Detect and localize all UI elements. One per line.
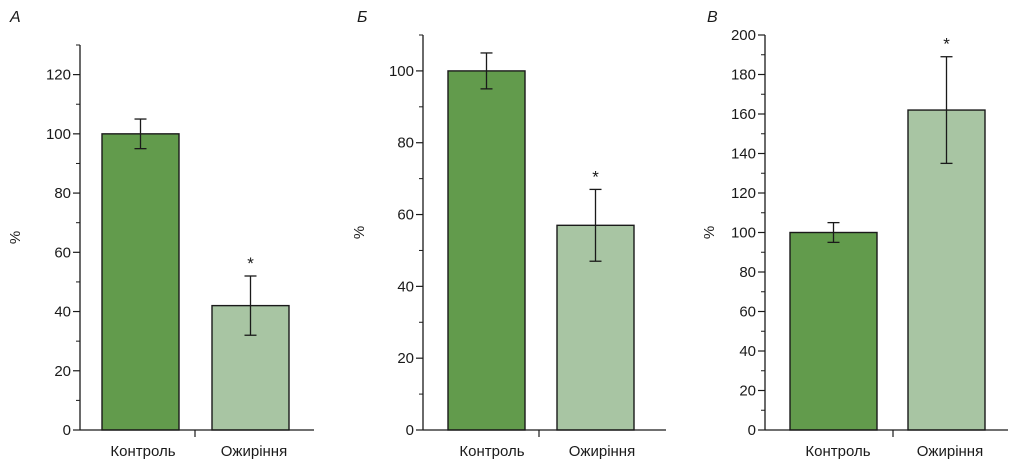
y-tick-label: 40: [397, 278, 414, 295]
y-axis-label: %: [7, 231, 24, 244]
panel-title: В: [707, 9, 718, 26]
y-tick-label: 60: [397, 207, 414, 224]
y-tick-label: 40: [54, 304, 71, 321]
y-tick-label: 140: [731, 146, 756, 163]
y-tick-label: 20: [739, 383, 756, 400]
x-category-label: Ожиріння: [917, 443, 983, 460]
y-tick-label: 80: [397, 135, 414, 152]
panel-b: Б% 0 20 40 60 80 100 Контроль * Ожиріння: [351, 9, 666, 460]
y-axis-label: %: [701, 226, 718, 239]
y-tick-label: 20: [397, 350, 414, 367]
bar-control: [447, 70, 526, 431]
y-tick-label: 0: [63, 422, 71, 439]
y-tick-label: 40: [739, 343, 756, 360]
panel-a: А% 0 20 40 60 80 100 120 Контроль * Ожиріння: [7, 9, 314, 460]
x-category-label: Контроль: [110, 443, 175, 460]
y-tick-label: 100: [46, 126, 71, 143]
panel-title: Б: [357, 9, 367, 26]
y-tick-label: 20: [54, 363, 71, 380]
y-tick-label: 100: [389, 63, 414, 80]
y-tick-label: 80: [739, 264, 756, 281]
y-tick-label: 0: [748, 422, 756, 439]
y-tick-label: 80: [54, 185, 71, 202]
y-tick-label: 120: [731, 185, 756, 202]
y-axis-label: %: [351, 226, 368, 239]
x-category-label: Контроль: [805, 443, 870, 460]
y-tick-label: 120: [46, 67, 71, 84]
significance-marker: *: [592, 167, 599, 186]
bar-control: [789, 231, 878, 431]
y-tick-label: 60: [739, 304, 756, 321]
panel-c: В% 0 20 40 60 80 100 120 140 160 180 200 Контроль * Ож…: [701, 9, 1008, 460]
x-category-label: Контроль: [459, 443, 524, 460]
y-tick-label: 60: [54, 244, 71, 261]
y-tick-label: 180: [731, 67, 756, 84]
significance-marker: *: [247, 254, 254, 273]
panel-title: А: [9, 9, 21, 26]
y-tick-label: 0: [406, 422, 414, 439]
y-tick-label: 160: [731, 106, 756, 123]
bar-control: [101, 133, 180, 431]
significance-marker: *: [943, 35, 950, 54]
y-tick-label: 100: [731, 225, 756, 242]
x-category-label: Ожиріння: [569, 443, 635, 460]
x-category-label: Ожиріння: [221, 443, 287, 460]
y-tick-label: 200: [731, 27, 756, 44]
